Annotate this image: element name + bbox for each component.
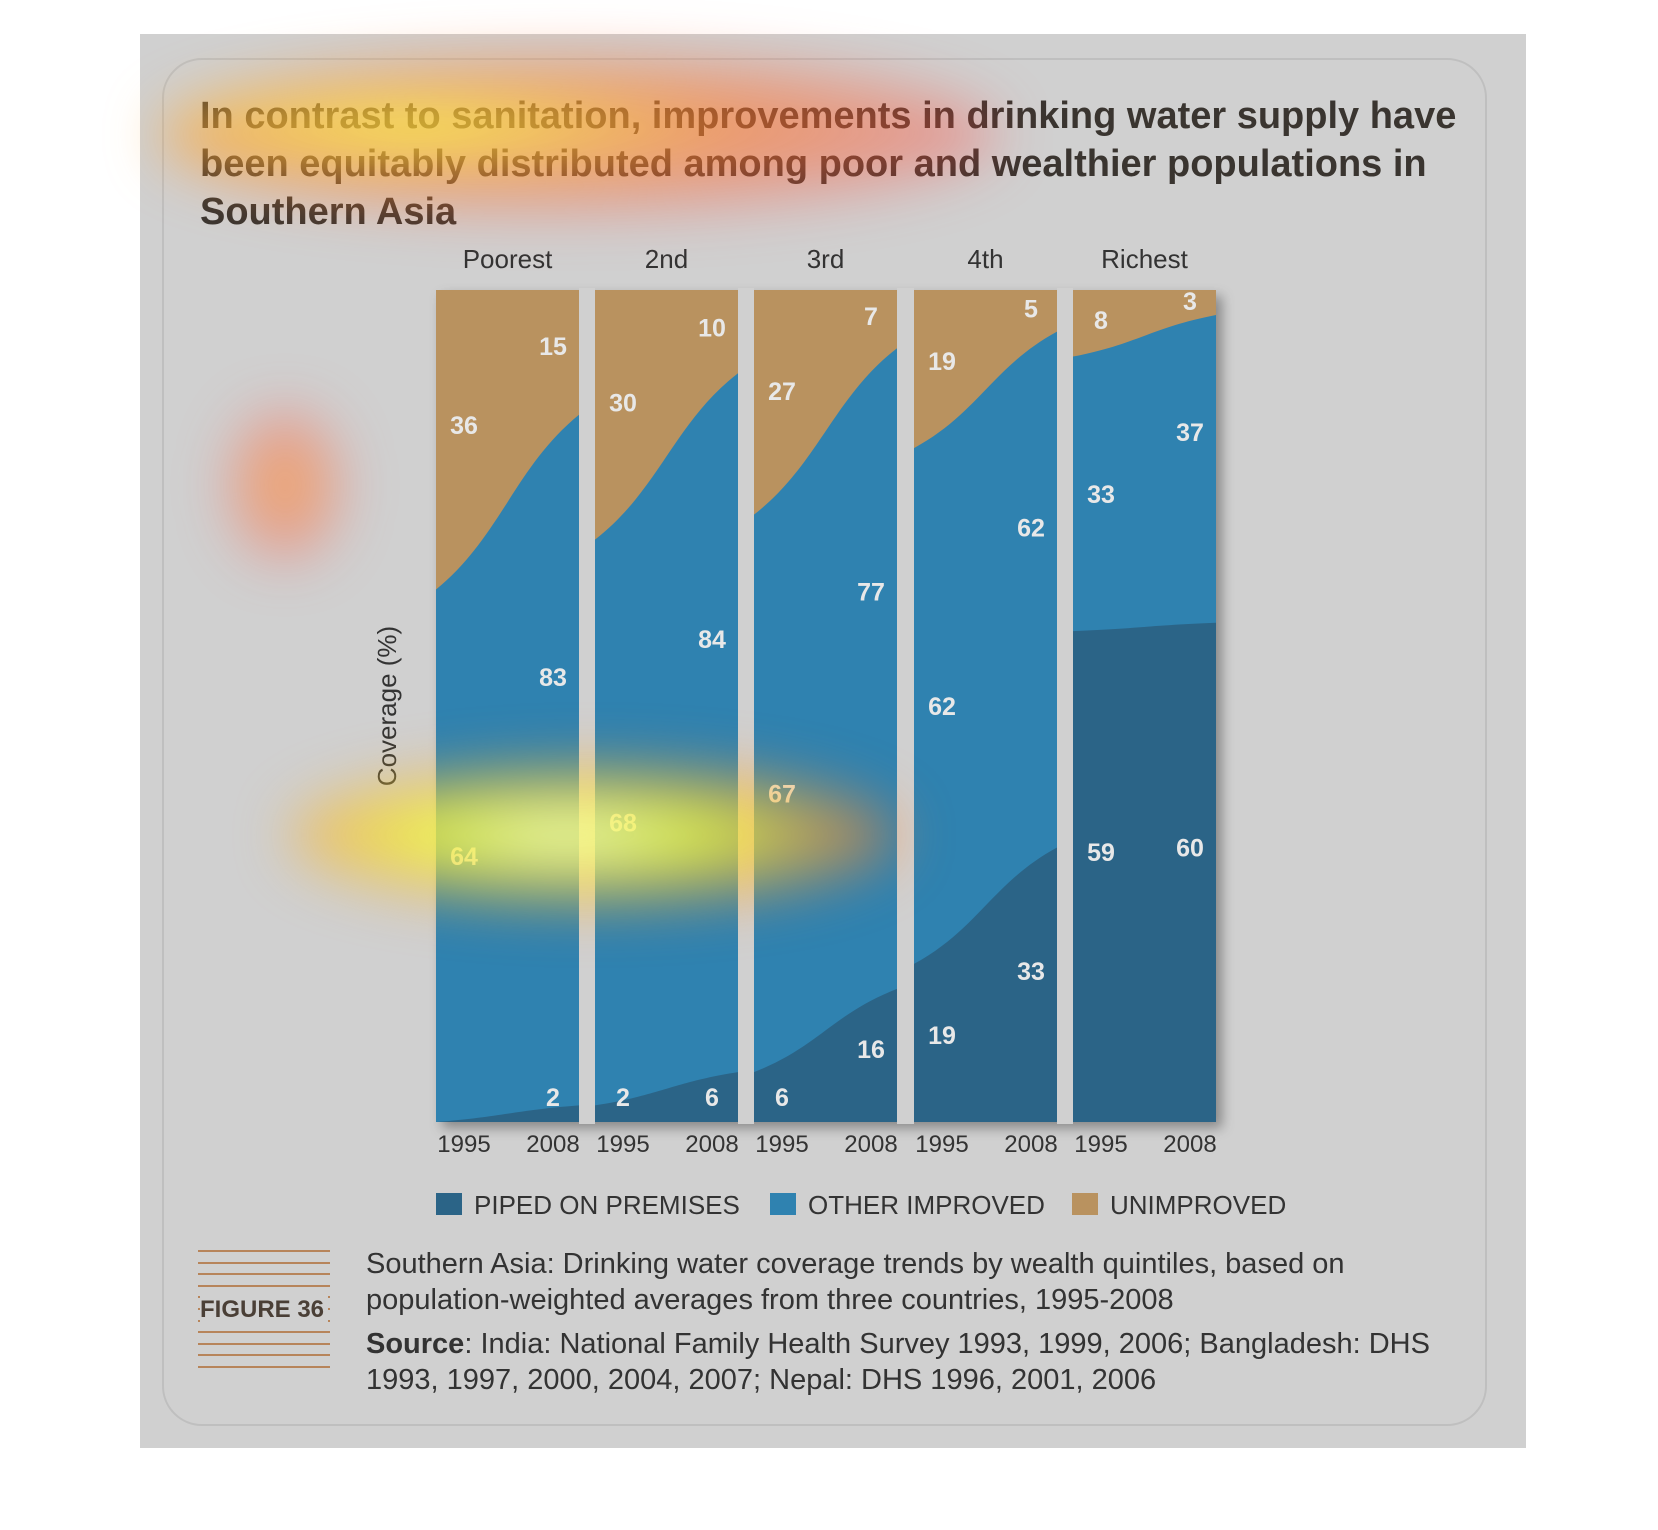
area-piped (436, 1105, 579, 1122)
area-piped (914, 847, 1057, 1122)
x-tick-label: 1995 (755, 1131, 808, 1158)
data-label-other-improved: 83 (539, 664, 567, 692)
data-label-unimproved: 5 (1024, 296, 1038, 324)
legend-swatch (770, 1193, 796, 1215)
x-tick-label: 1995 (437, 1131, 490, 1158)
panel-4th (914, 290, 1057, 1123)
x-tick-label: 2008 (526, 1131, 579, 1158)
data-label-piped: 2 (546, 1084, 560, 1112)
data-label-piped: 6 (705, 1084, 719, 1112)
x-tick-label: 1995 (596, 1131, 649, 1158)
data-label-other-improved: 33 (1087, 481, 1115, 509)
data-label-piped: 33 (1017, 958, 1045, 986)
panel-separator (738, 288, 754, 1124)
area-other-improved (754, 348, 897, 1122)
legend-label: OTHER IMPROVED (808, 1190, 1045, 1220)
legend-swatch (1072, 1193, 1098, 1215)
data-label-unimproved: 36 (450, 412, 478, 440)
data-label-unimproved: 27 (768, 378, 796, 406)
data-label-piped: 2 (616, 1084, 630, 1112)
data-label-unimproved: 3 (1183, 288, 1197, 316)
data-label-unimproved: 8 (1094, 307, 1108, 335)
data-label-other-improved: 68 (609, 809, 637, 837)
figure-caption: Southern Asia: Drinking water coverage t… (366, 1248, 1345, 1316)
area-piped (754, 988, 897, 1122)
data-label-other-improved: 37 (1176, 419, 1204, 447)
panel-separator (579, 288, 595, 1124)
data-label-other-improved: 62 (1017, 515, 1045, 543)
panel-separator (897, 288, 914, 1124)
source-text: : India: National Family Health Survey 1… (366, 1328, 1430, 1396)
panel-header: Richest (1101, 244, 1188, 274)
panel-header: 3rd (807, 244, 845, 274)
panel-frame (162, 58, 1487, 1426)
data-label-other-improved: 84 (698, 626, 726, 654)
x-tick-label: 2008 (1004, 1131, 1057, 1158)
data-label-other-improved: 64 (450, 843, 478, 871)
data-label-unimproved: 30 (609, 389, 637, 417)
legend-label: UNIMPROVED (1110, 1190, 1286, 1220)
source-label: Source (366, 1328, 465, 1360)
x-tick-label: 1995 (915, 1131, 968, 1158)
data-label-other-improved: 62 (928, 693, 956, 721)
y-axis-label: Coverage (%) (372, 626, 402, 786)
panel-3rd (754, 290, 897, 1122)
legend-item: UNIMPROVED (1072, 1190, 1286, 1220)
panel-2nd (595, 290, 738, 1122)
panel-header: 4th (967, 244, 1003, 274)
area-piped (1073, 622, 1216, 1122)
data-label-piped: 60 (1176, 834, 1204, 862)
data-label-piped: 16 (857, 1036, 885, 1064)
legend-item: OTHER IMPROVED (770, 1190, 1045, 1220)
legend-item: PIPED ON PREMISES (436, 1190, 740, 1220)
panel-separator (1057, 288, 1073, 1124)
panel-header: Poorest (463, 244, 553, 274)
panel-header: 2nd (645, 244, 688, 274)
data-label-piped: 19 (928, 1022, 956, 1050)
figure-number: FIGURE 36 (200, 1296, 329, 1324)
legend-label: PIPED ON PREMISES (474, 1190, 740, 1220)
figure-source: Source: India: National Family Health Su… (366, 1326, 1466, 1398)
data-label-piped: 6 (775, 1084, 789, 1112)
legend-swatch (436, 1193, 462, 1215)
data-label-unimproved: 10 (698, 314, 726, 342)
data-label-other-improved: 67 (768, 780, 796, 808)
area-piped (595, 1072, 738, 1122)
panel-richest (1073, 290, 1216, 1123)
data-label-unimproved: 19 (928, 348, 956, 376)
data-label-unimproved: 7 (864, 303, 878, 331)
x-tick-label: 2008 (1163, 1131, 1216, 1158)
x-tick-label: 2008 (844, 1131, 897, 1158)
area-other-improved (595, 373, 738, 1122)
data-label-other-improved: 77 (857, 579, 885, 607)
x-tick-label: 1995 (1074, 1131, 1127, 1158)
data-label-piped: 59 (1087, 839, 1115, 867)
data-label-unimproved: 15 (539, 333, 567, 361)
x-tick-label: 2008 (685, 1131, 738, 1158)
